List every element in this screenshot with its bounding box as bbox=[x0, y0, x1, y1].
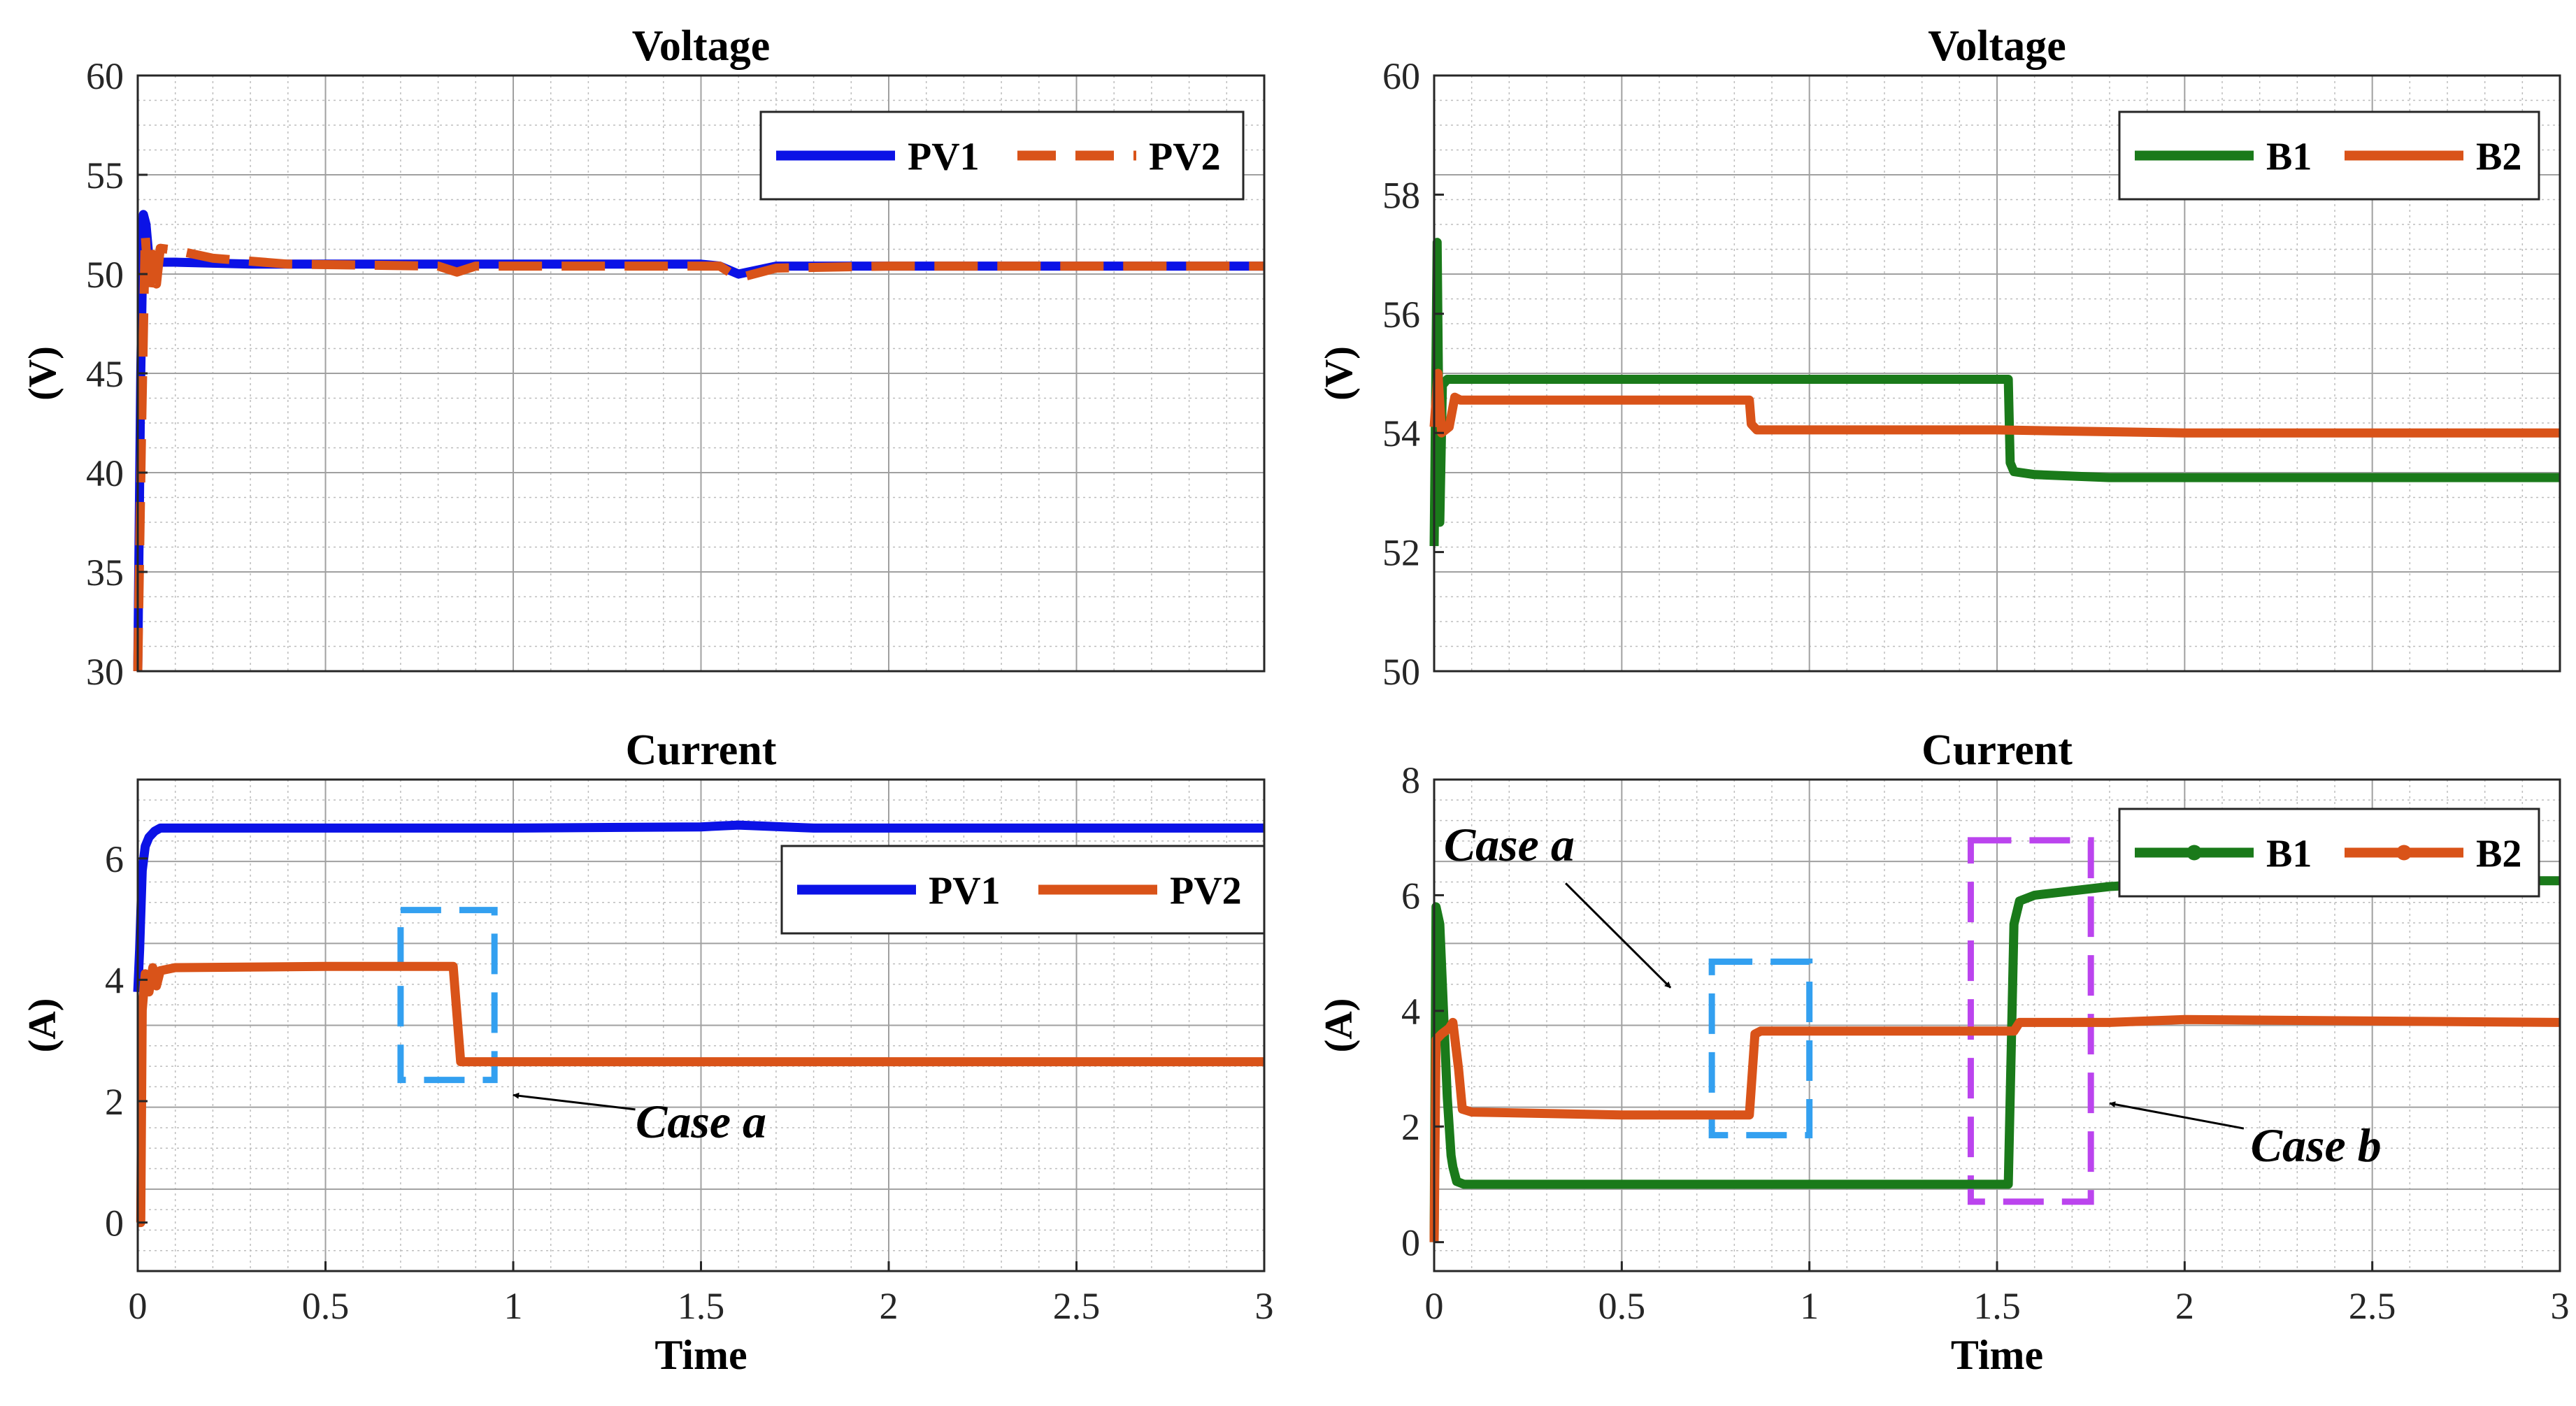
y-axis-label: (V) bbox=[21, 346, 64, 401]
y-tick-label: 60 bbox=[1382, 55, 1420, 97]
y-tick-label: 0 bbox=[1401, 1222, 1420, 1264]
series-line-pv2 bbox=[133, 229, 1264, 672]
legend-label-b2: B2 bbox=[2476, 136, 2521, 179]
highlight-box bbox=[397, 907, 498, 1084]
y-tick-label: 6 bbox=[105, 838, 124, 880]
y-tick-label: 35 bbox=[86, 552, 124, 594]
legend-marker bbox=[2187, 845, 2202, 861]
x-tick-label: 1.5 bbox=[1973, 1285, 2021, 1327]
x-tick-label: 0 bbox=[129, 1285, 148, 1327]
y-tick-label: 55 bbox=[86, 155, 124, 196]
y-tick-label: 50 bbox=[1382, 651, 1420, 693]
y-tick-label: 6 bbox=[1401, 875, 1420, 917]
series-line-b1 bbox=[1429, 238, 2560, 547]
y-tick-label: 45 bbox=[86, 353, 124, 395]
legend-label-pv1: PV1 bbox=[908, 136, 980, 179]
y-tick-label: 56 bbox=[1382, 294, 1420, 336]
y-tick-label: 60 bbox=[86, 55, 124, 97]
legend: B1 B2 bbox=[2118, 808, 2540, 898]
x-tick-label: 2.5 bbox=[2349, 1285, 2396, 1327]
y-tick-label: 40 bbox=[86, 452, 124, 494]
y-tick-label: 8 bbox=[1401, 759, 1420, 801]
series-line-b1 bbox=[1429, 876, 2560, 1242]
series-line-pv1 bbox=[133, 210, 1264, 672]
chart-title: Current bbox=[1922, 726, 2073, 774]
x-axis-label: Time bbox=[654, 1332, 747, 1378]
x-tick-label: 3 bbox=[1255, 1285, 1274, 1327]
panel-1: 30 35 40 45 50 55 60 Voltage (V) PV1 PV2 bbox=[21, 22, 1266, 693]
y-tick-label: 2 bbox=[105, 1081, 124, 1123]
x-tick-label: 1 bbox=[1800, 1285, 1819, 1327]
legend-label-b1: B1 bbox=[2266, 833, 2312, 876]
y-tick-label: 0 bbox=[105, 1203, 124, 1244]
annotation-label: Case b bbox=[2251, 1119, 2382, 1172]
highlight-box bbox=[1708, 959, 1813, 1139]
x-tick-label: 3 bbox=[2551, 1285, 2570, 1327]
chart-title: Voltage bbox=[1928, 22, 2066, 70]
annotation-label: Case a bbox=[636, 1095, 766, 1148]
legend-label-pv2: PV2 bbox=[1149, 136, 1221, 179]
x-tick-label: 1.5 bbox=[678, 1285, 725, 1327]
legend: B1 B2 bbox=[2118, 110, 2540, 201]
chart-title: Current bbox=[626, 726, 777, 774]
panel-2: 50 52 54 56 58 60 Voltage (V) B1 B2 bbox=[1317, 22, 2561, 693]
legend-label-b1: B1 bbox=[2266, 136, 2312, 179]
y-tick-label: 52 bbox=[1382, 532, 1420, 574]
panel-3: 0 2 4 6 0 0.5 1 1.5 2 2.5 3 Current (A) Time PV1 PV2 Cas… bbox=[21, 726, 1274, 1378]
x-tick-label: 1 bbox=[504, 1285, 523, 1327]
annotation-arrow bbox=[2109, 1101, 2245, 1130]
legend-label-pv1: PV1 bbox=[929, 870, 1001, 913]
x-tick-label: 2.5 bbox=[1053, 1285, 1101, 1327]
y-tick-label: 58 bbox=[1382, 174, 1420, 216]
x-tick-label: 2 bbox=[2175, 1285, 2194, 1327]
annotation-arrow bbox=[1565, 882, 1672, 989]
x-axis-label: Time bbox=[1951, 1332, 2043, 1378]
legend-label-b2: B2 bbox=[2476, 833, 2521, 876]
axes-box bbox=[1433, 74, 2561, 673]
y-tick-label: 50 bbox=[86, 254, 124, 296]
y-axis-label: (A) bbox=[21, 998, 64, 1053]
x-tick-label: 0.5 bbox=[1598, 1285, 1646, 1327]
y-tick-label: 30 bbox=[86, 651, 124, 693]
legend-label-pv2: PV2 bbox=[1170, 870, 1242, 913]
chart-title: Voltage bbox=[632, 22, 770, 70]
y-tick-label: 2 bbox=[1401, 1106, 1420, 1148]
legend-marker bbox=[2396, 845, 2412, 861]
y-tick-label: 4 bbox=[1401, 991, 1420, 1033]
x-tick-label: 0 bbox=[1425, 1285, 1444, 1327]
series-line-pv1 bbox=[133, 820, 1264, 993]
legend: PV1 PV2 bbox=[759, 110, 1245, 201]
annotation-label: Case a bbox=[1444, 818, 1575, 871]
panel-4: 0 2 4 6 8 0 0.5 1 1.5 2 2.5 3 Current (A) Time B1 B2 Case… bbox=[1317, 726, 2570, 1378]
y-axis-label: (A) bbox=[1317, 998, 1361, 1053]
series-line-b2 bbox=[1429, 1014, 2561, 1242]
annotation-arrow bbox=[513, 1092, 636, 1111]
series-line-pv2 bbox=[136, 961, 1264, 1228]
y-tick-label: 4 bbox=[105, 959, 124, 1001]
x-tick-label: 0.5 bbox=[302, 1285, 350, 1327]
y-tick-label: 54 bbox=[1382, 413, 1420, 454]
x-tick-label: 2 bbox=[880, 1285, 899, 1327]
y-axis-label: (V) bbox=[1317, 346, 1361, 401]
legend: PV1 PV2 bbox=[780, 845, 1266, 935]
